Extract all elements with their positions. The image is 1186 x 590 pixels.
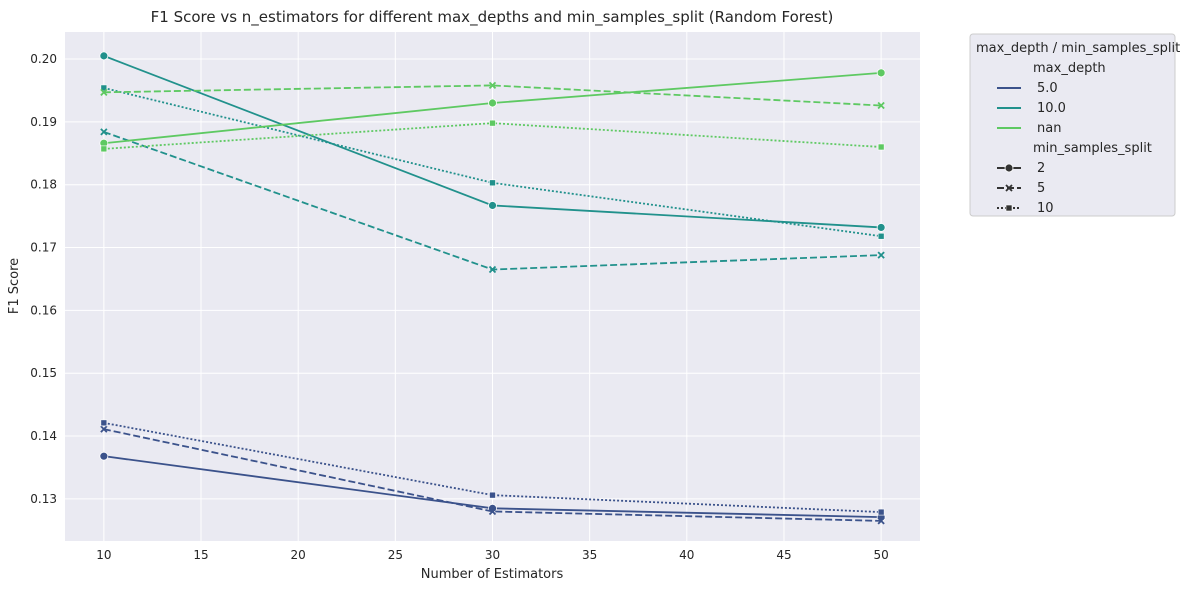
x-tick-label: 35	[582, 548, 597, 562]
data-point	[100, 128, 108, 136]
y-tick-label: 0.15	[30, 366, 57, 380]
x-tick-label: 30	[485, 548, 500, 562]
x-axis-label: Number of Estimators	[421, 567, 564, 582]
y-tick-label: 0.17	[30, 241, 57, 255]
y-tick-label: 0.18	[30, 178, 57, 192]
legend-marker	[1005, 204, 1013, 212]
series-nan-10	[100, 119, 885, 153]
data-point	[877, 101, 885, 110]
chart-title: F1 Score vs n_estimators for different m…	[151, 8, 834, 27]
series-lines	[99, 51, 886, 525]
x-tick-label: 20	[291, 548, 306, 562]
data-point	[100, 84, 108, 92]
legend-label: 10.0	[1037, 101, 1066, 116]
data-point	[489, 179, 496, 187]
legend-label: nan	[1037, 121, 1061, 136]
legend-label: 5	[1037, 181, 1045, 196]
legend-box	[969, 33, 1176, 217]
legend-marker	[1004, 163, 1014, 173]
y-tick-label: 0.13	[30, 492, 57, 506]
legend-title: max_depth / min_samples_split	[976, 41, 1180, 56]
data-point	[877, 517, 885, 525]
x-tick-label: 10	[96, 548, 111, 562]
data-point	[488, 265, 497, 274]
legend-label: 2	[1037, 161, 1045, 176]
y-tick-label: 0.20	[30, 52, 57, 66]
legend: max_depth / min_samples_split max_depth 5…	[969, 33, 1180, 217]
series-10.0-5	[100, 128, 885, 274]
legend-items: max_depth 5.0 10.0 nan min_samples_split 2 5 10	[997, 61, 1152, 216]
data-point	[488, 201, 497, 210]
series-5.0-10	[100, 419, 885, 516]
x-tick-label: 45	[776, 548, 791, 562]
data-point	[100, 145, 108, 153]
x-tick-label: 40	[679, 548, 694, 562]
legend-subtitle: min_samples_split	[1033, 141, 1152, 156]
y-axis-ticks: 0.13 0.14 0.15 0.16 0.17 0.18 0.19 0.20	[30, 52, 57, 506]
data-point	[877, 232, 885, 240]
legend-subtitle: max_depth	[1033, 61, 1106, 76]
data-point	[488, 98, 497, 108]
y-axis-label: F1 Score	[7, 258, 22, 314]
x-tick-label: 50	[873, 548, 888, 562]
data-point	[877, 143, 885, 151]
data-point	[876, 223, 886, 232]
series-5.0-5	[100, 425, 885, 525]
data-point	[100, 425, 108, 433]
data-point	[489, 119, 496, 127]
data-point	[876, 68, 886, 78]
y-tick-label: 0.14	[30, 429, 57, 443]
series-10.0-2	[99, 51, 886, 232]
legend-label: 5.0	[1037, 81, 1058, 96]
data-point	[488, 507, 497, 516]
data-point	[877, 251, 885, 259]
legend-marker	[1005, 184, 1013, 192]
series-5.0-2	[99, 451, 886, 522]
x-tick-label: 25	[388, 548, 403, 562]
series-nan-5	[100, 81, 885, 110]
legend-label: 10	[1037, 201, 1054, 216]
series-10.0-10	[100, 84, 885, 240]
x-axis-ticks: 10 15 20 25 30 35 40 45 50	[96, 548, 889, 562]
data-point	[489, 491, 496, 499]
data-point	[99, 51, 109, 61]
y-tick-label: 0.16	[30, 303, 57, 317]
data-point	[488, 81, 497, 90]
y-tick-label: 0.19	[30, 115, 57, 129]
series-line	[103, 428, 882, 522]
data-point	[100, 88, 108, 96]
x-tick-label: 15	[193, 548, 208, 562]
data-point	[100, 419, 108, 427]
data-point	[877, 508, 885, 516]
data-point	[99, 451, 109, 461]
